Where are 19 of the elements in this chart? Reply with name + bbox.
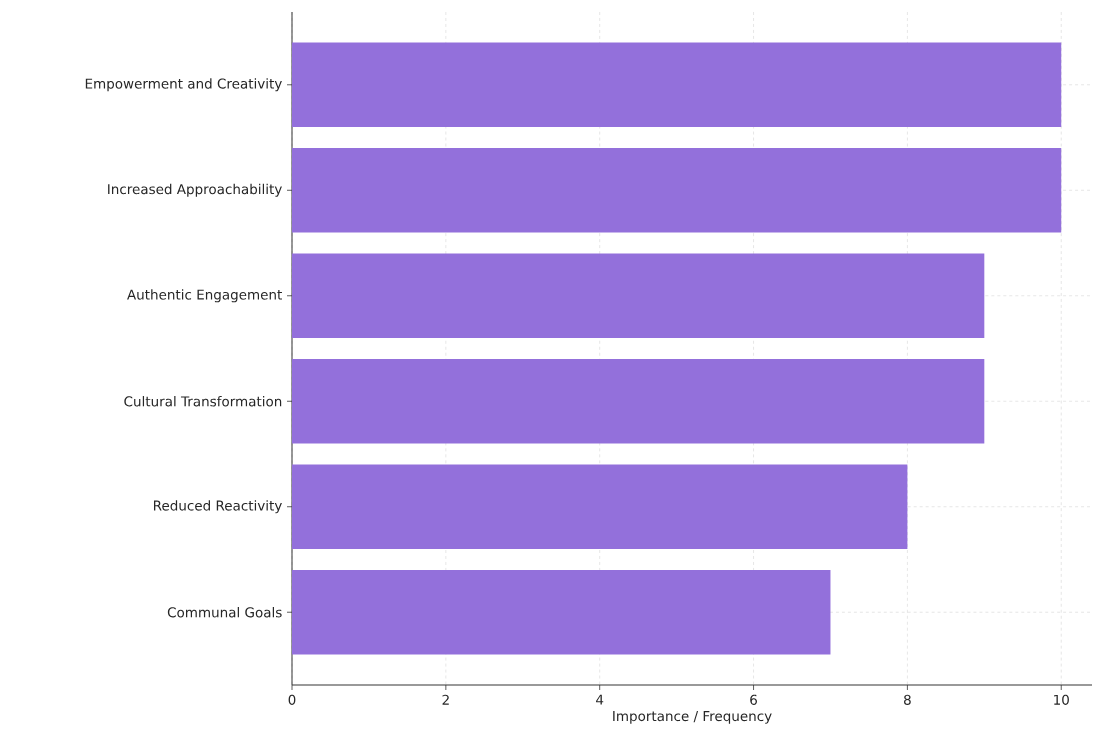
x-tick-label: 4 xyxy=(596,694,604,705)
x-axis-title: Importance / Frequency xyxy=(613,711,772,724)
y-tick-label: Reduced Reactivity xyxy=(153,500,282,514)
x-tick-label: 2 xyxy=(442,694,449,705)
x-tick-label: 8 xyxy=(904,694,911,705)
y-tick-label: Cultural Transformation xyxy=(124,396,282,407)
bar xyxy=(292,359,985,444)
bar xyxy=(292,42,1062,127)
y-tick-label: Increased Approachability xyxy=(108,183,282,197)
x-tick-label: 10 xyxy=(1054,694,1069,705)
bar xyxy=(292,570,831,655)
bar xyxy=(292,464,908,549)
x-tick-label: 0 xyxy=(288,694,296,705)
y-tick-label: Authentic Engagement xyxy=(127,289,282,303)
x-tick-label: 6 xyxy=(750,694,757,705)
y-tick-label: Communal Goals xyxy=(167,607,282,618)
bar xyxy=(292,148,1062,233)
y-tick-label: Empowerment and Creativity xyxy=(85,78,282,92)
bar xyxy=(292,253,985,338)
